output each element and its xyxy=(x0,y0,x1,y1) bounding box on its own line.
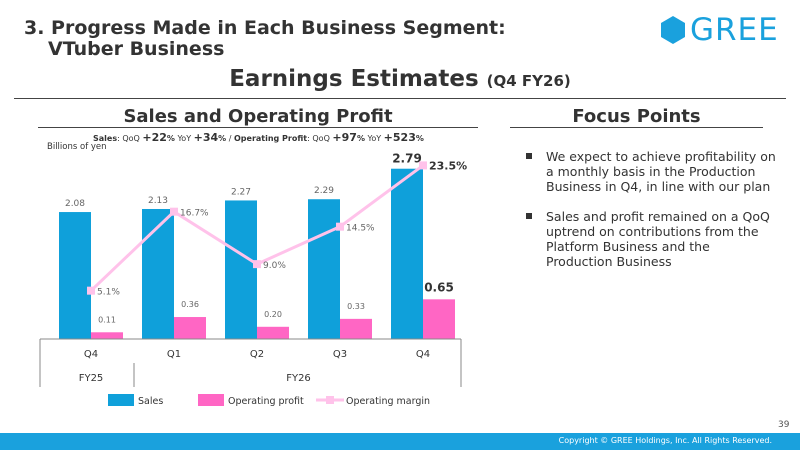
growth-sales-yoy: +34 xyxy=(193,131,219,144)
operating-profit-bar xyxy=(257,326,289,339)
logo-text: GREE xyxy=(690,12,779,48)
focus-points-list: We expect to achieve profitability on a … xyxy=(526,149,776,284)
chart-panel-divider xyxy=(38,127,478,128)
fiscal-group-label: FY25 xyxy=(79,373,104,384)
sales-profit-chart: 2.08 0.11 2.13 0.36 2.27 0.20 2.29 0.33 2.79 0.65… xyxy=(39,152,467,407)
operating-profit-data-label: 0.65 xyxy=(424,280,454,294)
title-divider xyxy=(14,98,786,99)
sales-bar xyxy=(308,199,340,339)
x-tick-label: Q2 xyxy=(250,349,264,360)
main-title-subtitle: (Q4 FY26) xyxy=(486,72,571,90)
operating-profit-bar xyxy=(340,318,372,339)
sales-bar xyxy=(225,200,257,339)
gree-logo: GREE xyxy=(660,12,778,48)
operating-profit-data-label: 0.20 xyxy=(264,310,282,319)
hexagon-logo-icon xyxy=(661,16,685,44)
growth-op-label: Operating Profit xyxy=(233,134,308,143)
sales-data-label: 2.27 xyxy=(231,187,251,197)
footer-bar: Copyright © GREE Holdings, Inc. All Righ… xyxy=(0,433,800,450)
growth-pct-4: % xyxy=(415,134,424,143)
operating-profit-bar xyxy=(174,317,206,339)
focus-panel-title: Focus Points xyxy=(572,106,701,127)
legend-label: Operating profit xyxy=(228,396,304,407)
x-tick-label: Q4 xyxy=(84,349,98,360)
operating-margin-point xyxy=(253,260,261,269)
operating-margin-data-label: 14.5% xyxy=(346,224,375,234)
chart-panel-title: Sales and Operating Profit xyxy=(123,106,393,127)
operating-margin-data-label: 9.0% xyxy=(263,261,286,271)
operating-margin-data-label: 16.7% xyxy=(180,209,209,219)
section-title-line2: VTuber Business xyxy=(48,38,225,60)
focus-point: Sales and profit remained on a QoQ uptre… xyxy=(526,209,776,269)
growth-op-yoy-label: YoY xyxy=(367,134,382,143)
operating-profit-data-label: 0.36 xyxy=(181,300,199,309)
legend-swatch xyxy=(198,394,224,406)
operating-margin-point xyxy=(87,286,95,295)
growth-summary: Sales: QoQ +22% YoY +34% / Operating Pro… xyxy=(93,131,424,144)
focus-point: We expect to achieve profitability on a … xyxy=(526,149,776,194)
legend-swatch-marker xyxy=(326,396,334,404)
sales-data-label: 2.79 xyxy=(392,152,422,166)
sales-bar xyxy=(391,168,423,339)
sales-data-label: 2.29 xyxy=(314,186,334,196)
growth-pct-3: % xyxy=(356,134,365,143)
operating-margin-point xyxy=(170,207,178,216)
sales-bar xyxy=(59,212,91,339)
fiscal-group-label: FY26 xyxy=(286,373,311,384)
operating-profit-bar xyxy=(423,299,455,339)
legend-label: Operating margin xyxy=(346,396,430,407)
legend-label: Sales xyxy=(138,396,163,407)
focus-panel-divider xyxy=(510,127,763,128)
growth-pct-2: % xyxy=(218,134,227,143)
growth-sales-label: Sales xyxy=(93,134,118,143)
x-tick-label: Q1 xyxy=(167,349,181,360)
focus-point-text: Sales and profit remained on a QoQ uptre… xyxy=(546,209,770,269)
operating-profit-data-label: 0.33 xyxy=(347,302,365,311)
operating-margin-point xyxy=(336,222,344,231)
operating-margin-data-label: 5.1% xyxy=(97,288,120,298)
sales-bar xyxy=(142,208,174,339)
sales-data-label: 2.08 xyxy=(65,199,85,209)
growth-op-qoq-label: QoQ xyxy=(312,134,330,143)
operating-margin-data-label: 23.5% xyxy=(429,159,467,172)
growth-sales-qoq-label: QoQ xyxy=(122,134,140,143)
legend-swatch xyxy=(108,394,134,406)
growth-op-yoy: +523 xyxy=(383,131,416,144)
operating-profit-data-label: 0.11 xyxy=(98,315,116,324)
growth-sales-yoy-label: YoY xyxy=(177,134,192,143)
square-bullet-icon xyxy=(526,153,532,159)
main-title-text: Earnings Estimates xyxy=(229,66,479,92)
focus-point-text: We expect to achieve profitability on a … xyxy=(546,149,776,194)
operating-margin-point xyxy=(419,161,427,170)
x-tick-label: Q3 xyxy=(333,349,347,360)
section-title: 3. Progress Made in Each Business Segmen… xyxy=(24,18,506,60)
square-bullet-icon xyxy=(526,213,532,219)
growth-sales-qoq: +22 xyxy=(142,131,167,144)
page-number: 39 xyxy=(778,420,790,430)
operating-profit-bar xyxy=(91,332,123,339)
main-title: Earnings Estimates (Q4 FY26) xyxy=(0,66,800,92)
x-tick-label: Q4 xyxy=(416,349,430,360)
copyright-text: Copyright © GREE Holdings, Inc. All Righ… xyxy=(558,436,772,445)
growth-op-qoq: +97 xyxy=(332,131,357,144)
chart-units-label: Billions of yen xyxy=(47,142,107,152)
section-title-line1: 3. Progress Made in Each Business Segmen… xyxy=(24,17,506,39)
growth-pct-1: % xyxy=(166,134,175,143)
sales-data-label: 2.13 xyxy=(148,196,168,206)
